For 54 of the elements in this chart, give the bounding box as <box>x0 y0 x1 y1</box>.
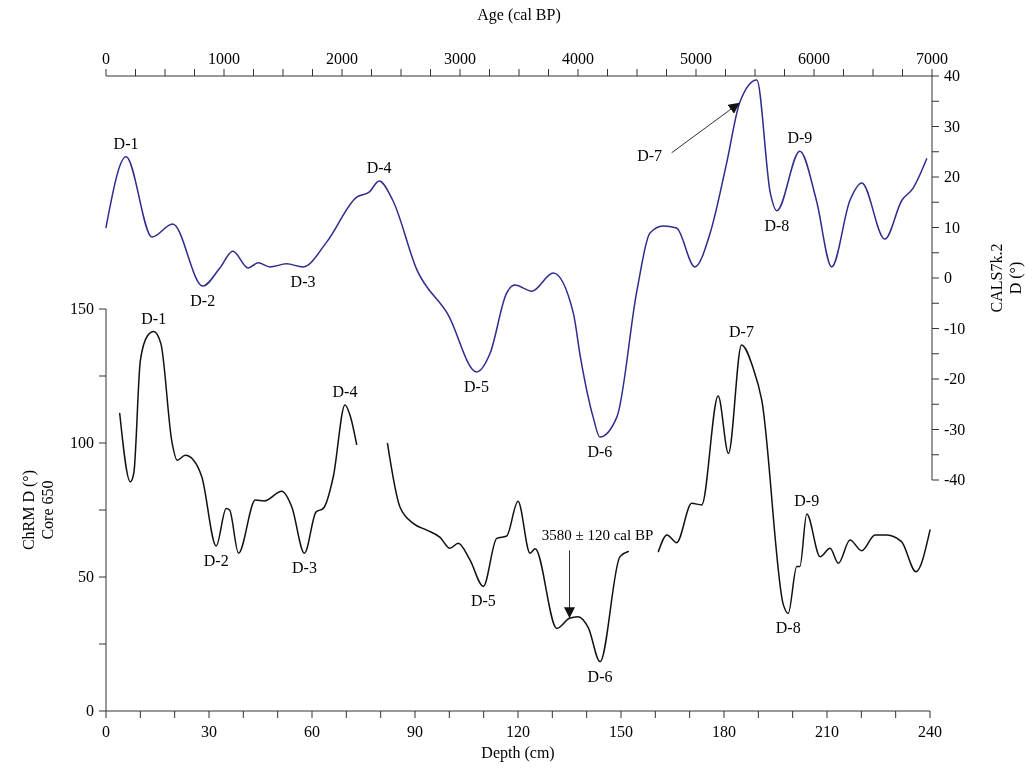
y-tick-label: 50 <box>78 568 94 585</box>
x-tick-label: 6000 <box>798 50 830 67</box>
annotation: D-1 <box>113 134 139 152</box>
y-tick-label: 0 <box>86 702 94 719</box>
y-axis-title: CALS7k.2 D (°) <box>987 243 1025 313</box>
x-tick-label: 180 <box>712 723 736 740</box>
x-tick-label: 210 <box>815 723 839 740</box>
x-tick-label: 90 <box>407 723 423 740</box>
x-tick-label: 1000 <box>208 50 240 67</box>
x-tick-label: 30 <box>201 723 217 740</box>
x-tick-label: 5000 <box>680 50 712 67</box>
annotation: D-6 <box>587 667 613 685</box>
y-tick-label: -40 <box>944 471 966 488</box>
annotation: D-6 <box>587 443 613 461</box>
x-axis-title: Age (cal BP) <box>477 6 561 24</box>
x-tick-label: 7000 <box>916 50 948 67</box>
x-tick-label: 3000 <box>444 50 476 67</box>
y-tick-label: 10 <box>944 218 960 236</box>
y-tick-label: 30 <box>944 117 960 135</box>
annotation: D-5 <box>470 592 496 610</box>
y-tick-label: -30 <box>944 420 966 438</box>
y-tick-label: -20 <box>944 370 966 387</box>
annotation: D-7 <box>637 146 663 164</box>
annotation: D-1 <box>141 309 167 327</box>
x-tick-label: 120 <box>506 723 530 740</box>
y-tick-label: 100 <box>70 434 94 451</box>
x-axis-title: Depth (cm) <box>481 744 555 762</box>
annotation: D-3 <box>290 272 316 290</box>
x-tick-label: 150 <box>609 723 633 740</box>
x-tick-label: 4000 <box>562 50 594 67</box>
x-tick-label: 0 <box>102 50 110 67</box>
annotation: D-4 <box>332 382 358 400</box>
y-tick-label: 150 <box>70 300 94 317</box>
annotation: D-8 <box>764 216 790 234</box>
x-tick-label: 2000 <box>326 50 358 67</box>
y-tick-label: 40 <box>944 67 960 84</box>
annotation: D-9 <box>794 492 820 510</box>
annotation: D-3 <box>292 559 317 577</box>
y-axis-title: ChRM D (°) Core 650 <box>19 469 56 551</box>
x-tick-label: 0 <box>102 723 110 740</box>
annotation: 3580 ± 120 cal BP <box>541 527 654 544</box>
y-tick-label: 20 <box>944 168 960 185</box>
annotation: D-2 <box>203 551 229 569</box>
x-tick-label: 60 <box>304 723 320 740</box>
y-tick-label: 0 <box>944 269 952 286</box>
y-tick-label: -10 <box>944 319 966 337</box>
line-series <box>105 79 928 438</box>
annotation: D-8 <box>775 619 801 637</box>
annotation: D-5 <box>464 377 489 395</box>
annotation: D-7 <box>729 322 754 340</box>
annotation: D-4 <box>366 159 392 177</box>
annotation: D-2 <box>190 292 216 310</box>
annotation: D-9 <box>787 129 813 147</box>
x-tick-label: 240 <box>918 723 942 740</box>
